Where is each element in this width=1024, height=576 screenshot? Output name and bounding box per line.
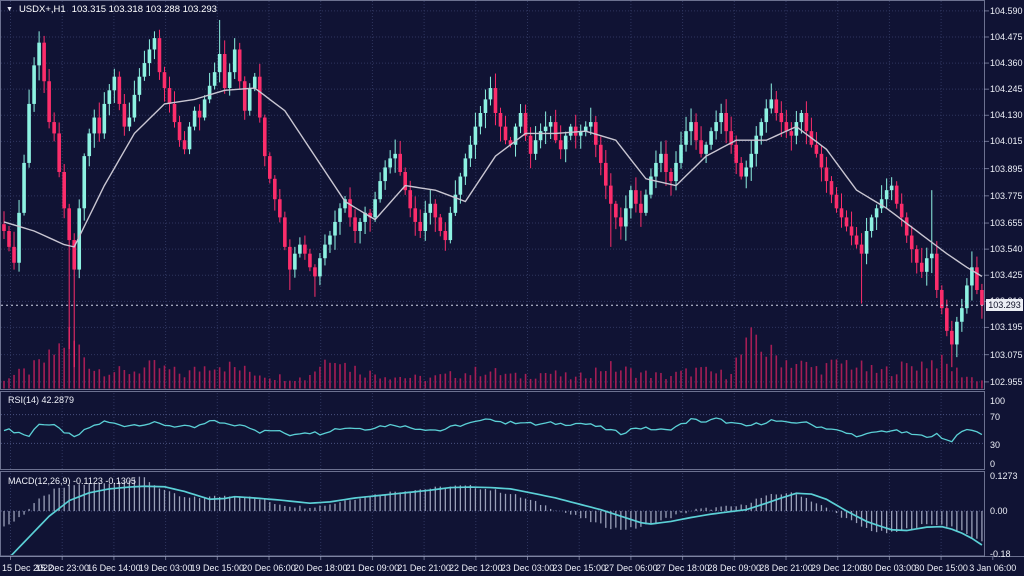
price-axis-label: 103.775 — [990, 190, 1023, 201]
current-price-tag: 103.293 — [986, 299, 1023, 312]
time-axis-label: 22 Dec 12:00 — [449, 563, 503, 573]
time-axis-label: 20 Dec 06:00 — [242, 563, 296, 573]
collapse-indicator-icon[interactable]: ▼ — [6, 6, 13, 13]
price-axis-label: 104.590 — [990, 5, 1023, 16]
price-axis-label: 103.540 — [990, 244, 1023, 255]
price-axis-label: 103.195 — [990, 322, 1023, 333]
symbol-period-label: USDX+,H1 — [18, 4, 66, 15]
macd-axis-label: -0.18 — [990, 549, 1011, 559]
price-axis-label: 104.015 — [990, 136, 1023, 147]
time-axis-label: 30 Dec 15:00 — [914, 563, 968, 573]
macd-axis-label: 0.1273 — [990, 471, 1018, 481]
rsi-axis-label: 0 — [990, 459, 996, 469]
time-axis-label: 23 Dec 03:00 — [500, 563, 555, 573]
chart-title: ▼ USDX+,H1 103.315 103.318 103.288 103.2… — [6, 4, 217, 15]
time-axis-label: 30 Dec 03:00 — [862, 563, 917, 573]
ma-line — [3, 87, 983, 277]
price-axis-label: 103.895 — [990, 163, 1023, 174]
time-axis-label: 20 Dec 18:00 — [293, 563, 348, 573]
time-axis-label: 19 Dec 15:00 — [190, 563, 245, 573]
rsi-axis-label: 30 — [990, 440, 1001, 450]
time-axis-label: 28 Dec 21:00 — [759, 563, 813, 573]
volume-layer — [3, 327, 983, 389]
macd-signal-line — [10, 485, 983, 555]
time-axis-label: 21 Dec 09:00 — [345, 563, 400, 573]
price-axis-label: 104.130 — [990, 110, 1023, 121]
time-axis-label: 16 Dec 14:00 — [87, 563, 141, 573]
rsi-indicator-label: RSI(14) 42.2879 — [8, 395, 75, 405]
time-axis-label: 27 Dec 18:00 — [655, 563, 710, 573]
time-axis-label: 19 Dec 03:00 — [138, 563, 193, 573]
time-axis-label: 28 Dec 09:00 — [707, 563, 762, 573]
panel-borders — [0, 0, 1024, 560]
price-axis-label: 104.360 — [990, 58, 1023, 69]
time-axis-label: 15 Dec 2022 — [2, 563, 54, 573]
price-axis-label: 103.075 — [990, 349, 1023, 360]
price-axis-label: 103.425 — [990, 270, 1023, 281]
ohlc-values: 103.315 103.318 103.288 103.293 — [71, 4, 217, 15]
time-axis-label: 23 Dec 15:00 — [552, 563, 606, 573]
price-axis-label: 103.655 — [990, 218, 1023, 229]
time-axis-label: 29 Dec 12:00 — [810, 563, 865, 573]
candles-layer — [2, 19, 984, 368]
price-axis-label: 104.475 — [990, 31, 1023, 42]
time-axis-label: 27 Dec 06:00 — [604, 563, 658, 573]
time-axis-label: 15 Dec 23:00 — [35, 563, 89, 573]
macd-indicator-label: MACD(12,26,9) -0.1123 -0.1305 — [8, 476, 136, 486]
macd-histogram — [3, 476, 983, 542]
price-axis-label: 104.245 — [990, 84, 1023, 95]
time-axis-label: 21 Dec 21:00 — [397, 563, 451, 573]
macd-axis-label: 0.00 — [990, 506, 1008, 516]
rsi-line — [3, 417, 983, 443]
price-axis-label: 102.955 — [990, 376, 1023, 387]
rsi-axis-label: 100 — [990, 396, 1006, 406]
rsi-axis-label: 70 — [990, 411, 1001, 422]
time-axis-label: 3 Jan 06:00 — [969, 563, 1017, 573]
grid-layer — [1, 1, 984, 555]
